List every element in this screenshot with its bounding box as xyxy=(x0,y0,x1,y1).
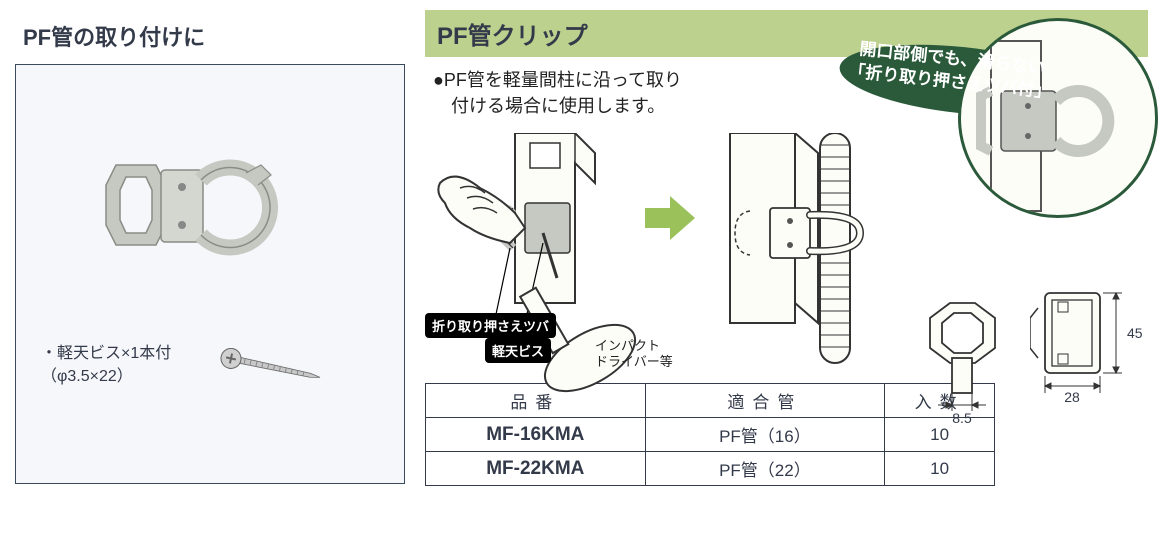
cell-pipe: PF管（16） xyxy=(645,418,885,452)
diagram-step2 xyxy=(700,133,900,383)
screw-note: ・軽天ビス×1本付 （φ3.5×22） xyxy=(41,343,171,388)
dimension-side-view: 28 45 xyxy=(1030,278,1160,428)
driver-line1: インパクト xyxy=(595,338,660,353)
arrow-icon xyxy=(640,188,700,248)
dimension-front-view: 8.5 xyxy=(900,293,1020,433)
callout-zoom-circle xyxy=(958,18,1158,218)
label-tab-screw: 軽天ビス xyxy=(485,338,551,363)
driver-line2: ドライバー等 xyxy=(595,354,673,369)
screw-note-line2: （φ3.5×22） xyxy=(41,368,133,385)
th-pipe: 適合管 xyxy=(645,384,885,418)
product-clip-image xyxy=(86,105,326,305)
dim-side-width: 28 xyxy=(1064,389,1080,405)
cell-pipe: PF管（22） xyxy=(645,452,885,486)
bullet-line2: 付ける場合に使用します。 xyxy=(433,96,665,116)
bullet-line1: ●PF管を軽量間柱に沿って取り xyxy=(433,70,682,90)
screw-note-line1: ・軽天ビス×1本付 xyxy=(41,345,171,362)
product-image-box: ・軽天ビス×1本付 （φ3.5×22） xyxy=(15,64,405,484)
dim-front-label: 8.5 xyxy=(952,410,972,426)
left-title: PF管の取り付けに xyxy=(15,10,415,64)
left-panel: PF管の取り付けに ・軽天ビス×1本付 （φ3.5 xyxy=(15,10,415,486)
cell-code: MF-16KMA xyxy=(426,418,646,452)
bullet-description: ●PF管を軽量間柱に沿って取り 付ける場合に使用します。 xyxy=(425,57,785,123)
screw-image xyxy=(216,348,336,388)
driver-label: インパクト ドライバー等 xyxy=(595,338,673,369)
cell-code: MF-22KMA xyxy=(426,452,646,486)
cell-qty: 10 xyxy=(885,452,995,486)
dim-side-height: 45 xyxy=(1127,325,1143,341)
table-row: MF-22KMA PF管（22） 10 xyxy=(426,452,995,486)
label-tab-tsuba: 折り取り押さえツバ xyxy=(425,313,556,338)
right-panel: PF管クリップ ●PF管を軽量間柱に沿って取り 付ける場合に使用します。 開口部… xyxy=(425,10,1148,486)
